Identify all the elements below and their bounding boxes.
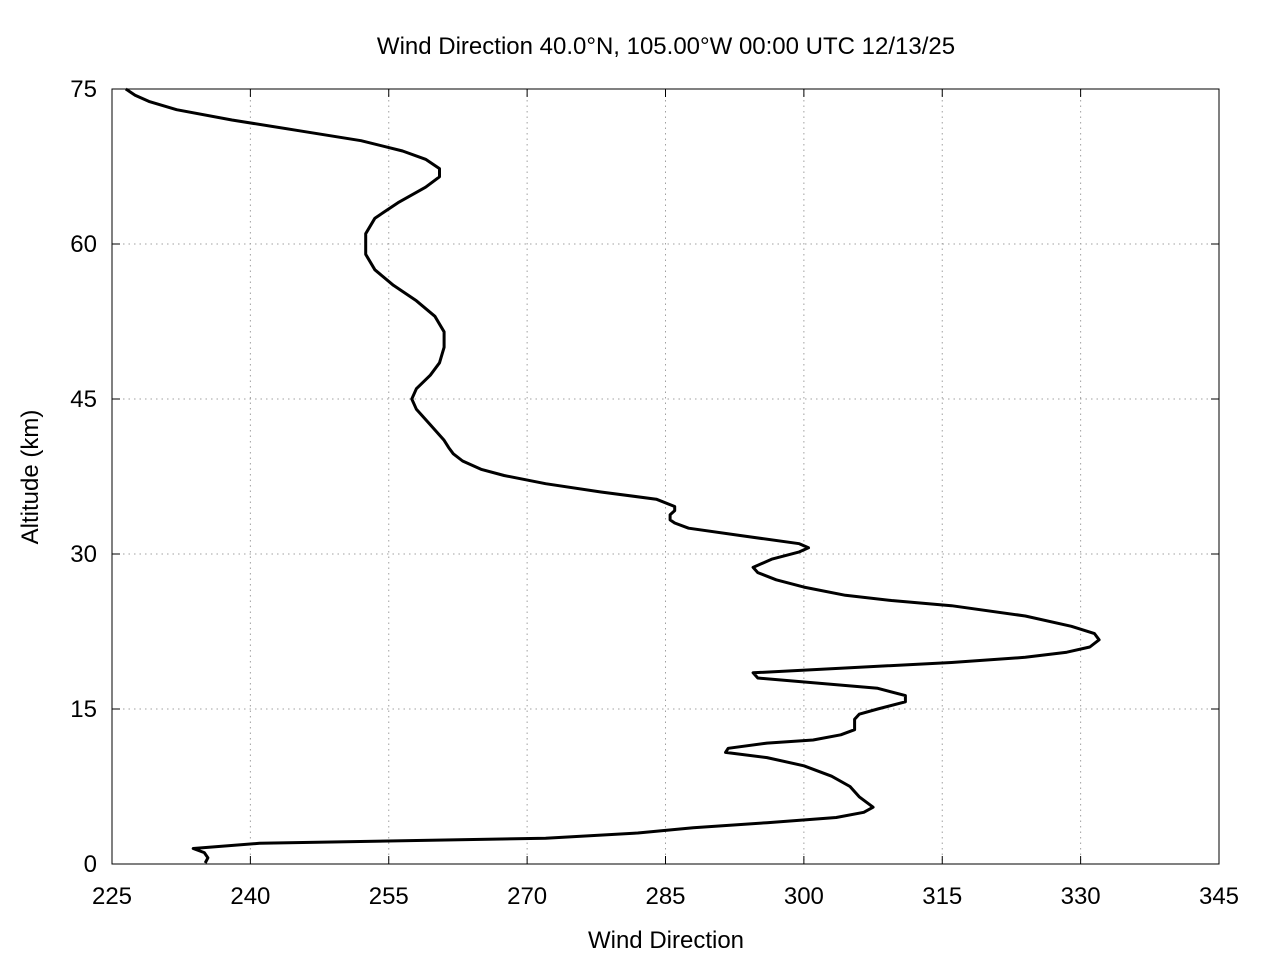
series-layer	[124, 87, 1101, 864]
grid-layer	[112, 89, 1219, 864]
x-tick-label: 270	[507, 883, 547, 910]
tick-layer: 225 240 255 270 285 300 315 330 345 0 15 30 45 60 75	[70, 76, 1239, 910]
y-tick-label: 45	[70, 386, 97, 413]
y-tick-label: 60	[70, 231, 97, 258]
x-tick-label: 285	[645, 883, 685, 910]
x-tick-label: 300	[784, 883, 824, 910]
wind-direction-profile-line	[124, 87, 1101, 864]
y-tick-label: 0	[84, 851, 97, 878]
y-tick-label: 75	[70, 76, 97, 103]
y-tick-label: 30	[70, 541, 97, 568]
x-tick-label: 225	[92, 883, 132, 910]
x-tick-label: 255	[369, 883, 409, 910]
x-tick-label: 240	[230, 883, 270, 910]
x-tick-label: 315	[922, 883, 962, 910]
chart-title: Wind Direction 40.0°N, 105.00°W 00:00 UT…	[377, 33, 955, 60]
y-tick-label: 15	[70, 696, 97, 723]
x-tick-label: 345	[1199, 883, 1239, 910]
x-tick-label: 330	[1061, 883, 1101, 910]
x-axis-label: Wind Direction	[588, 927, 744, 954]
y-axis-label: Altitude (km)	[17, 410, 44, 545]
